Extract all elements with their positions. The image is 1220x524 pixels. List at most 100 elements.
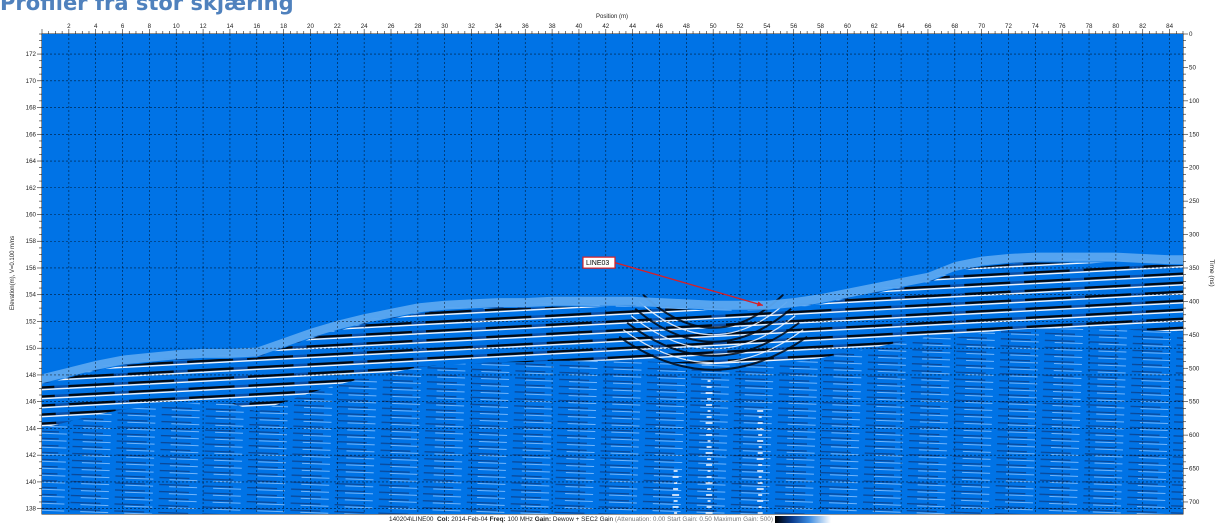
- elevation-tick-label: 160: [26, 212, 37, 219]
- noise-streak: [758, 476, 762, 478]
- noise-streak: [707, 470, 711, 472]
- time-tick-label: 350: [1189, 265, 1200, 272]
- time-axis-label: Time (ns): [1208, 259, 1215, 286]
- annotation-leader-line: [614, 262, 764, 307]
- noise-streak: [757, 452, 763, 454]
- x-tick-label: 12: [200, 23, 207, 30]
- footer-col-value: 2014-Feb-04: [451, 515, 488, 523]
- hyperbola-arc: [618, 335, 808, 371]
- x-tick-label: 38: [549, 23, 556, 30]
- x-tick-label: 80: [1112, 23, 1119, 30]
- noise-streak: [707, 440, 711, 442]
- noise-streak: [672, 476, 679, 478]
- noise-streak: [758, 506, 762, 508]
- elevation-tick-label: 152: [26, 318, 37, 325]
- x-tick-label: 84: [1166, 23, 1173, 30]
- noise-streak: [707, 458, 712, 460]
- x-axis: 2 4 6 8 10 12 14 16 18 20 22 24 26 28 30 32 34 36 38 40 42 44…: [41, 23, 1184, 34]
- time-tick-label: 300: [1189, 232, 1200, 239]
- time-tick-label: 50: [1189, 64, 1196, 71]
- x-tick-label: 14: [226, 23, 233, 30]
- noise-streak: [672, 494, 680, 496]
- time-tick-label: 250: [1189, 198, 1200, 205]
- elevation-axis-label: Elevation(m), V=0.100 m/ns: [10, 236, 16, 310]
- x-tick-label: 54: [763, 23, 770, 30]
- noise-streak: [706, 446, 712, 448]
- noise-streak: [706, 386, 712, 388]
- x-tick-label: 44: [629, 23, 636, 30]
- noise-streak: [705, 422, 713, 424]
- x-tick-label: 42: [602, 23, 609, 30]
- x-tick-label: 64: [898, 23, 905, 30]
- elevation-axis: 138 140 142 144 146 148 150 152 154 156 158 160 162 1…: [26, 33, 42, 513]
- elevation-tick-label: 154: [26, 292, 37, 299]
- line03-annotation: LINE03: [582, 256, 764, 307]
- elevation-tick-label: 172: [26, 51, 37, 58]
- x-tick-label: 60: [844, 23, 851, 30]
- noise-streak: [757, 422, 763, 424]
- elevation-tick-label: 164: [26, 158, 37, 165]
- noise-streak: [758, 416, 762, 418]
- noise-streak: [756, 488, 764, 490]
- x-tick-label: 8: [148, 23, 152, 30]
- page-title: Profiler fra stor skjæring: [0, 0, 294, 15]
- hyperbola-arc: [634, 307, 792, 343]
- noise-streak: [757, 440, 764, 442]
- noise-streak: [707, 380, 711, 382]
- time-tick-label: 0: [1189, 31, 1193, 38]
- noise-streak: [707, 410, 711, 412]
- elevation-tick-label: 138: [26, 506, 37, 513]
- annotation-arrow-head: [756, 301, 763, 307]
- annotation-label-box[interactable]: [582, 256, 616, 269]
- noise-streak: [756, 458, 764, 460]
- noise-streak: [705, 482, 713, 484]
- subsurface-strong-reflections: [42, 262, 1183, 429]
- noise-streak: [758, 494, 763, 496]
- noise-streak: [706, 404, 713, 406]
- x-tick-label: 66: [925, 23, 932, 30]
- noise-streak: [706, 416, 712, 418]
- elevation-tick-label: 142: [26, 452, 37, 459]
- x-tick-label: 34: [495, 23, 502, 30]
- x-tick-label: 30: [441, 23, 448, 30]
- elevation-tick-label: 144: [26, 425, 37, 432]
- x-tick-label: 82: [1139, 23, 1146, 30]
- time-tick-label: 650: [1189, 466, 1200, 473]
- footer-freq-value: 100 MHz: [507, 515, 533, 523]
- noise-streak: [707, 398, 712, 400]
- footer-col-label: Col:: [437, 515, 450, 523]
- footer-file: 140204\LINE00: [389, 515, 434, 523]
- x-tick-label: 50: [710, 23, 717, 30]
- elevation-tick-label: 148: [26, 372, 37, 379]
- noise-streak: [707, 488, 712, 490]
- x-tick-label: 70: [978, 23, 985, 30]
- noise-streak: [706, 494, 713, 496]
- elevation-tick-label: 158: [26, 238, 37, 245]
- x-tick-label: 6: [121, 23, 125, 30]
- x-tick-label: 68: [951, 23, 958, 30]
- x-tick-label: 28: [414, 23, 421, 30]
- time-tick-label: 550: [1189, 399, 1200, 406]
- footer-freq-label: Freq:: [489, 515, 506, 523]
- profile-metadata-footer: 140204\LINE00 Col: 2014-Feb-04 Freq: 100…: [0, 514, 1220, 524]
- x-tick-label: 52: [737, 23, 744, 30]
- x-tick-label: 22: [334, 23, 341, 30]
- elevation-tick-label: 162: [26, 185, 37, 192]
- elevation-tick-label: 166: [26, 131, 37, 138]
- noise-streak: [706, 476, 712, 478]
- footer-gain-params: (Attenuation: 0.00 Start Gain: 0.50 Maxi…: [614, 515, 773, 523]
- x-tick-label: 36: [522, 23, 529, 30]
- elevation-tick-label: 156: [26, 265, 37, 272]
- noise-streak: [757, 470, 764, 472]
- x-tick-label: 24: [361, 23, 368, 30]
- time-tick-label: 450: [1189, 332, 1200, 339]
- time-tick-label: 400: [1189, 298, 1200, 305]
- gain-colorbar: [774, 515, 831, 523]
- noise-streak: [705, 392, 713, 394]
- x-tick-label: 16: [253, 23, 260, 30]
- noise-streak: [672, 506, 679, 508]
- x-axis-label: Position (m): [596, 14, 628, 20]
- noise-streak: [706, 434, 713, 436]
- noise-streak: [758, 446, 762, 448]
- x-tick-label: 78: [1086, 23, 1093, 30]
